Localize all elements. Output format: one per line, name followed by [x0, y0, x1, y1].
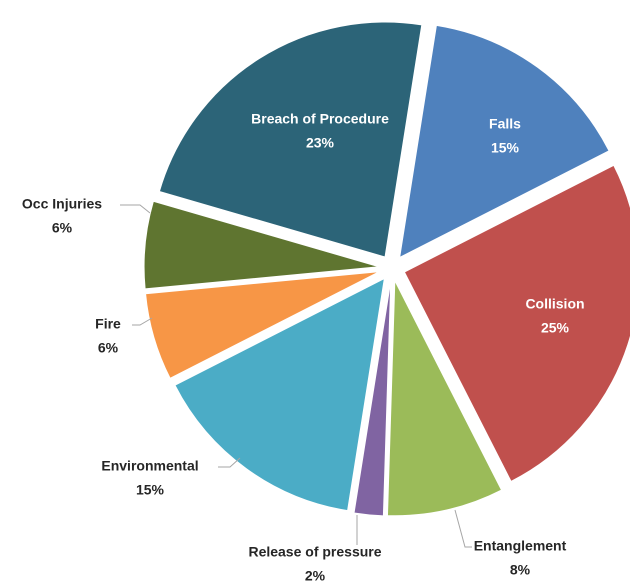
pie-slice	[353, 280, 392, 517]
slice-label: Fire	[95, 316, 121, 332]
slice-label: Falls	[489, 116, 521, 132]
slice-label: Environmental	[101, 458, 198, 474]
pie-slice	[174, 277, 386, 512]
pie-slice	[145, 271, 380, 379]
pie-slice	[386, 280, 503, 517]
slice-value-label: 23%	[306, 135, 335, 151]
leader-line	[454, 509, 472, 548]
leader-line	[218, 457, 241, 468]
slice-value-label: 2%	[305, 568, 326, 584]
slice-label: Entanglement	[474, 538, 567, 554]
pie-slice	[403, 164, 630, 483]
slice-label: Occ Injuries	[22, 196, 102, 212]
slice-label: Breach of Procedure	[251, 111, 389, 127]
leader-line	[132, 317, 153, 326]
slice-value-label: 25%	[541, 320, 570, 336]
pie-slice	[398, 24, 610, 259]
slice-value-label: 15%	[491, 140, 520, 156]
slice-value-label: 8%	[510, 562, 531, 578]
leader-line	[120, 204, 151, 214]
slice-label: Release of pressure	[248, 544, 381, 560]
slice-label: Collision	[525, 296, 584, 312]
pie-slice	[143, 200, 380, 290]
pie-slice	[158, 21, 423, 258]
slice-value-label: 15%	[136, 482, 165, 498]
slice-value-label: 6%	[52, 220, 73, 236]
slice-value-label: 6%	[98, 340, 119, 356]
